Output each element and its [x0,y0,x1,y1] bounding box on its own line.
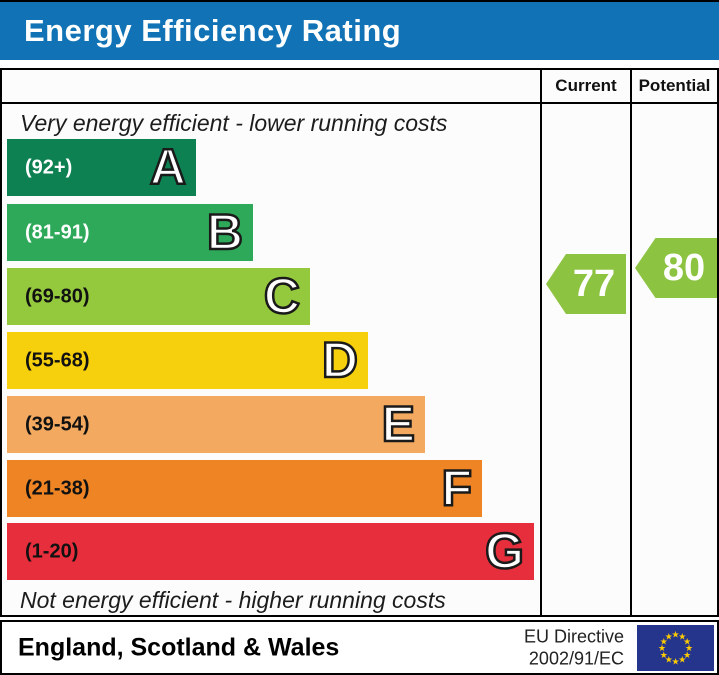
title-bar: Energy Efficiency Rating [0,0,719,60]
band-g-letter: G [484,522,525,579]
svg-text:★: ★ [665,632,673,642]
svg-text:★: ★ [671,631,679,641]
bottom-note: Not energy efficient - higher running co… [20,587,446,613]
band-d-range: (55-68) [25,349,90,371]
band-a-letter: A [149,138,188,195]
potential-rating-arrow: 80 [635,238,717,298]
svg-text:★: ★ [678,656,686,666]
band-g-range: (1-20) [25,540,79,562]
svg-text:★: ★ [665,656,673,666]
band-c: (69-80) C [7,268,310,325]
band-b: (81-91) B [7,204,253,261]
band-e-letter: E [380,395,416,452]
current-rating-value: 77 [572,263,616,305]
svg-text:★: ★ [683,637,691,647]
page-title: Energy Efficiency Rating [24,13,402,48]
potential-rating-value: 80 [662,247,706,289]
column-header-potential: Potential [638,76,711,95]
eu-directive-line2: 2002/91/EC [528,648,624,669]
band-c-range: (69-80) [25,285,90,307]
column-header-current: Current [555,76,617,95]
svg-text:★: ★ [683,651,691,661]
band-d-letter: D [321,331,360,388]
band-b-letter: B [206,203,245,260]
potential-column-divider [630,70,632,615]
band-e-range: (39-54) [25,413,90,435]
band-b-range: (81-91) [25,221,90,243]
svg-text:★: ★ [660,637,668,647]
svg-text:★: ★ [658,644,666,654]
eu-flag-icon: ★ ★ ★ ★ ★ ★ ★ ★ ★ ★ ★ ★ [637,625,714,671]
current-rating-arrow: 77 [546,254,626,314]
current-column-divider [540,70,542,615]
region-label: England, Scotland & Wales [18,633,340,661]
band-a: (92+) A [7,139,196,196]
top-note: Very energy efficient - lower running co… [20,110,448,136]
eu-directive-line1: EU Directive [523,626,624,646]
svg-text:★: ★ [660,651,668,661]
band-f: (21-38) F [7,460,482,517]
rating-table: Current Potential Very energy efficient … [0,68,719,617]
footer: England, Scotland & Wales EU Directive 2… [0,620,719,675]
band-g: (1-20) G [7,523,534,580]
table-header-row: Current Potential [2,70,717,104]
svg-text:★: ★ [671,658,679,668]
band-a-range: (92+) [25,156,73,178]
eu-directive-label: EU Directive 2002/91/EC [524,625,624,670]
band-e: (39-54) E [7,396,425,453]
band-f-letter: F [440,459,473,516]
band-f-range: (21-38) [25,477,90,499]
svg-text:★: ★ [685,644,693,654]
band-c-letter: C [263,267,302,324]
band-d: (55-68) D [7,332,368,389]
svg-text:★: ★ [678,632,686,642]
